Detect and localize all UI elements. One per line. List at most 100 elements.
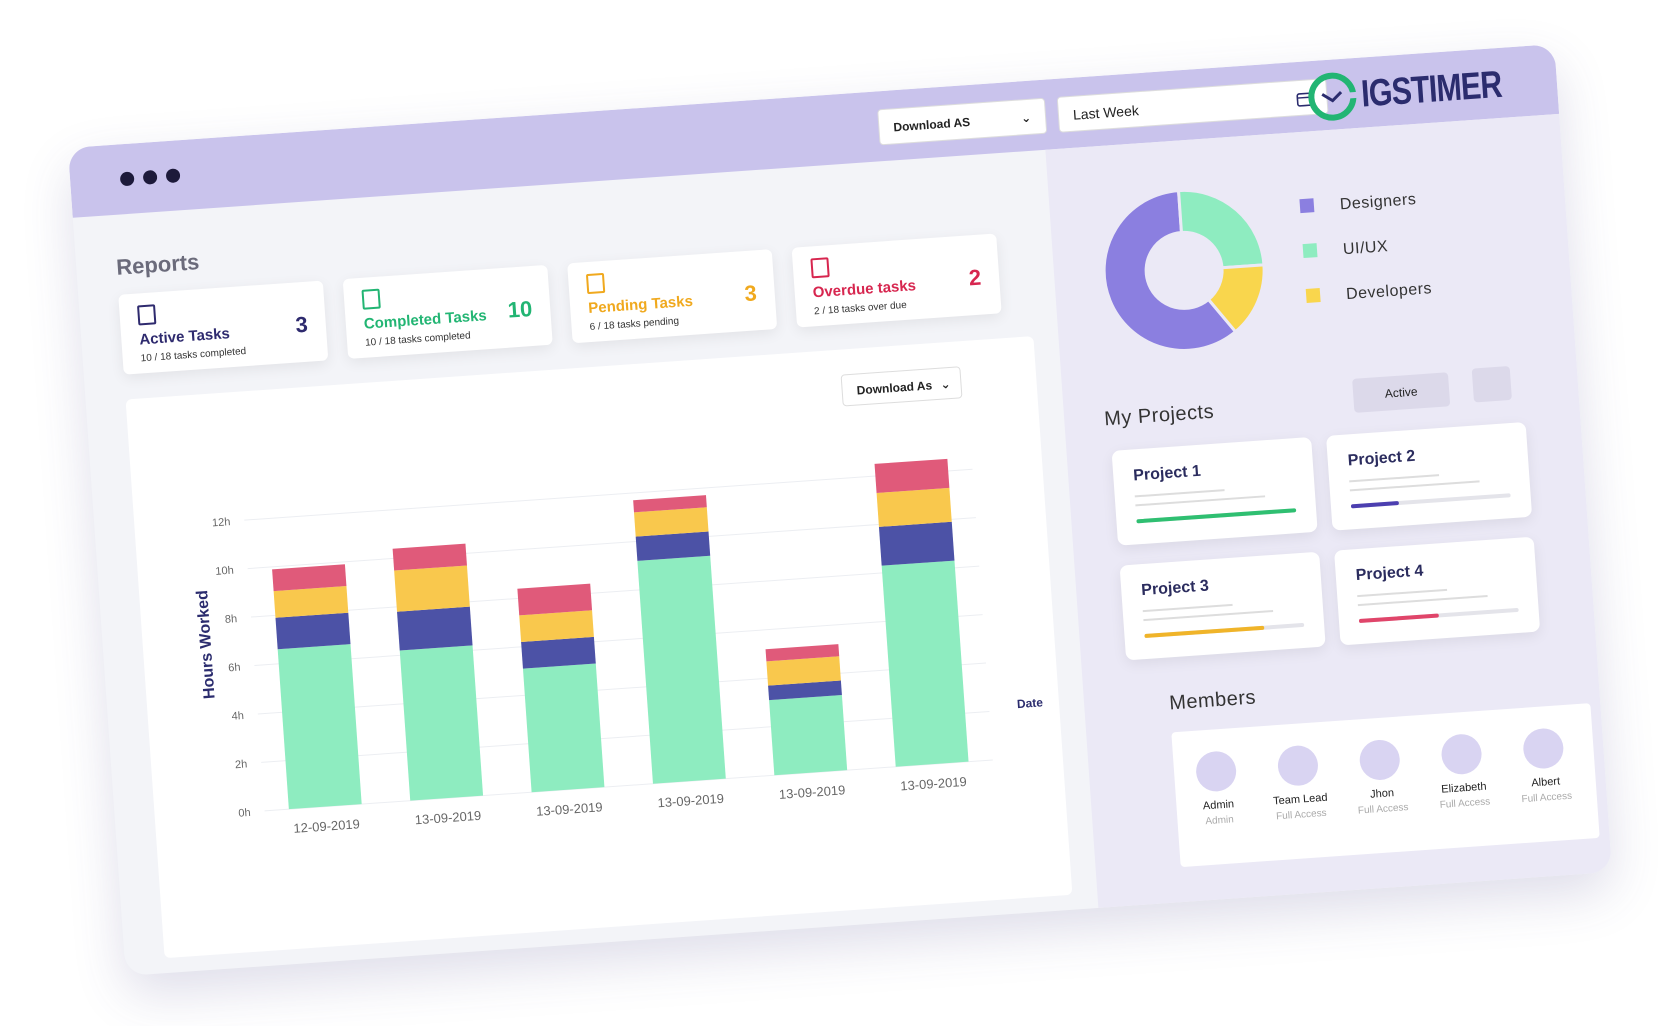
bar-segment bbox=[273, 586, 349, 618]
card-icon bbox=[137, 304, 157, 326]
progress-fill bbox=[1350, 501, 1400, 509]
y-tick-label: 12h bbox=[212, 516, 231, 529]
project-card: Project 3 bbox=[1119, 551, 1326, 661]
member-avatar bbox=[1276, 744, 1320, 788]
members-list: Admin Admin Team Lead Full Access Jhon Full A… bbox=[1171, 703, 1600, 868]
download-dropdown[interactable]: Download AS ⌄ bbox=[877, 97, 1048, 146]
member-name: Admin bbox=[1202, 798, 1235, 813]
legend-label: Developers bbox=[1346, 280, 1433, 303]
y-tick-label: 8h bbox=[224, 613, 237, 626]
legend-label: UI/UX bbox=[1342, 238, 1388, 258]
x-tick-label: 13-09-2019 bbox=[414, 808, 481, 828]
bar-segment bbox=[765, 644, 840, 662]
bar-segment bbox=[521, 636, 596, 669]
bar-segment bbox=[635, 531, 711, 561]
project-card: Project 2 bbox=[1326, 421, 1533, 531]
bar-chart: 0h 2h 4h 6h 8h 10h 12h Hours Worked Date 12-09-20… bbox=[194, 458, 1044, 836]
members-title: Members bbox=[1168, 686, 1257, 715]
member-role: Full Access bbox=[1357, 802, 1409, 817]
chart-panel: Download As ⌄ 0h 2h 4h 6h 8h 10h 12h Hours Worke… bbox=[125, 336, 1073, 959]
bar-segment bbox=[876, 487, 952, 527]
logo-clock bbox=[1308, 72, 1358, 121]
y-tick-label: 6h bbox=[228, 662, 241, 675]
bar-segment bbox=[517, 583, 593, 616]
placeholder-line bbox=[1143, 610, 1274, 622]
card-label: Active Tasks bbox=[138, 325, 231, 349]
bar-segment bbox=[633, 495, 707, 513]
logo: IGSTIMER bbox=[1306, 57, 1539, 123]
x-tick-label: 13-09-2019 bbox=[900, 774, 967, 794]
y-tick-label: 2h bbox=[235, 758, 248, 771]
x-tick-label: 13-09-2019 bbox=[657, 791, 724, 811]
x-tick-label: 13-09-2019 bbox=[536, 799, 603, 819]
grid-line bbox=[261, 710, 990, 763]
progress-track bbox=[1136, 508, 1297, 524]
pie-slice bbox=[1176, 188, 1266, 270]
member: Albert Full Access bbox=[1500, 726, 1589, 807]
app-window: Download AS ⌄ Last Week IGSTIMER Reports … bbox=[67, 44, 1613, 976]
member-role: Full Access bbox=[1439, 796, 1491, 811]
project-name: Project 4 bbox=[1355, 562, 1424, 585]
card-value: 10 bbox=[506, 296, 534, 323]
legend-swatch bbox=[1302, 243, 1318, 259]
grid-line bbox=[244, 468, 973, 521]
y-axis-label: Hours Worked bbox=[194, 590, 219, 700]
card-label: Overdue tasks bbox=[812, 277, 917, 302]
progress-track bbox=[1144, 622, 1305, 639]
stat-card: Overdue tasks 2 2 / 18 tasks over due bbox=[791, 233, 1002, 328]
bar-segment bbox=[768, 680, 842, 701]
side-panel: Designers UI/UX Developers My Projects Act… bbox=[1045, 113, 1613, 908]
bar-segment bbox=[275, 612, 351, 650]
card-sub: 10 / 18 tasks completed bbox=[140, 346, 247, 365]
date-range-label: Last Week bbox=[1072, 102, 1140, 123]
member: Elizabeth Full Access bbox=[1418, 731, 1507, 812]
card-value: 2 bbox=[968, 264, 982, 291]
placeholder-line bbox=[1142, 603, 1233, 613]
top-bar: Download AS ⌄ Last Week IGSTIMER bbox=[67, 44, 1560, 218]
window-dots bbox=[119, 168, 190, 192]
projects-filter[interactable]: Active bbox=[1352, 372, 1451, 413]
card-sub: 6 / 18 tasks pending bbox=[589, 315, 680, 334]
member-name: Team Lead bbox=[1272, 791, 1328, 808]
date-range[interactable]: Last Week bbox=[1056, 78, 1329, 133]
card-label: Completed Tasks bbox=[363, 307, 488, 333]
bar-segment bbox=[399, 645, 484, 801]
card-icon bbox=[585, 272, 606, 295]
bar-segment bbox=[881, 560, 969, 767]
progress-fill bbox=[1358, 613, 1439, 624]
placeholder-line bbox=[1349, 480, 1480, 492]
bar-segment bbox=[633, 507, 709, 537]
card-sub: 10 / 18 tasks completed bbox=[364, 330, 471, 349]
member: Team Lead Full Access bbox=[1255, 743, 1344, 824]
projects-title: My Projects bbox=[1103, 400, 1215, 431]
grid-line bbox=[250, 565, 980, 618]
progress-fill bbox=[1144, 625, 1265, 639]
card-icon bbox=[810, 257, 830, 279]
placeholder-line bbox=[1357, 588, 1448, 598]
progress-fill bbox=[1136, 508, 1297, 524]
x-axis-label: Date bbox=[1016, 695, 1043, 711]
bar-segment bbox=[878, 521, 955, 566]
placeholder-line bbox=[1135, 495, 1266, 507]
placeholder-line bbox=[1134, 489, 1225, 498]
member-avatar bbox=[1440, 732, 1483, 776]
member-role: Admin bbox=[1205, 814, 1235, 828]
card-sub: 2 / 18 tasks over due bbox=[813, 299, 908, 318]
grid-line bbox=[247, 517, 976, 570]
reports-title: Reports bbox=[115, 249, 201, 280]
member-name: Jhon bbox=[1369, 787, 1395, 801]
y-tick-label: 10h bbox=[215, 565, 234, 578]
placeholder-line bbox=[1349, 474, 1440, 483]
bar-segment bbox=[769, 695, 848, 776]
project-card: Project 1 bbox=[1111, 436, 1318, 546]
grid-line bbox=[257, 662, 987, 715]
stat-card: Pending Tasks 3 6 / 18 tasks pending bbox=[567, 249, 778, 344]
grid-line bbox=[254, 614, 983, 667]
bar-segment bbox=[392, 543, 467, 571]
legend-label: Designers bbox=[1339, 191, 1417, 213]
filter-button[interactable] bbox=[1471, 365, 1512, 403]
bar-segment bbox=[277, 644, 362, 810]
project-card: Project 4 bbox=[1334, 536, 1541, 646]
card-icon bbox=[361, 288, 381, 310]
